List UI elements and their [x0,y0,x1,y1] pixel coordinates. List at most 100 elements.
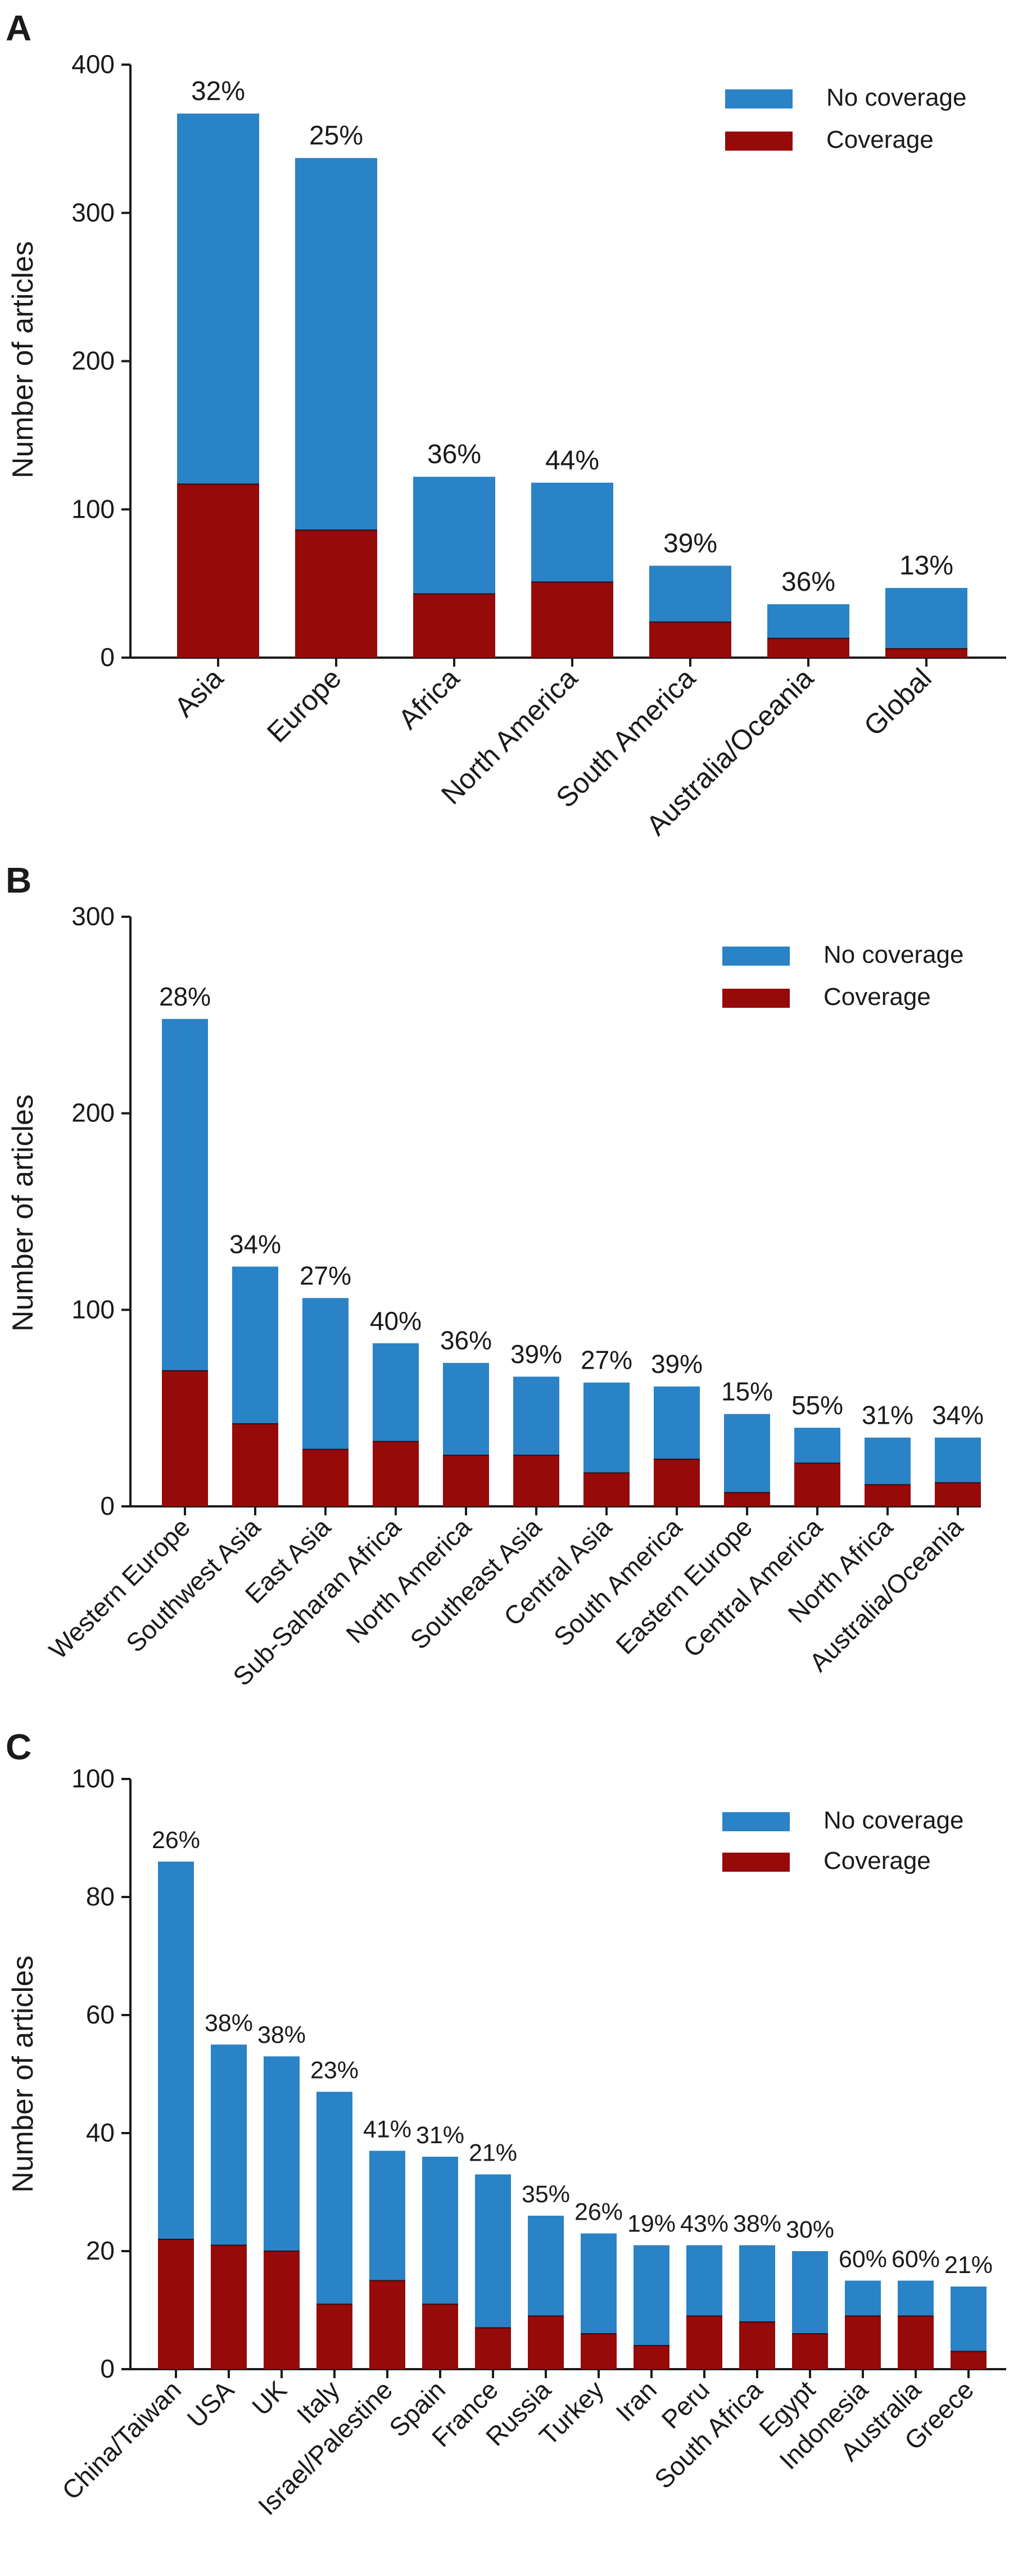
bar-no-coverage [649,565,731,622]
x-tick-label: Asia [168,662,229,723]
bar-percent-label: 27% [581,1346,632,1375]
bar-no-coverage [794,1428,840,1464]
y-axis-label: Number of articles [7,241,39,478]
bar-percent-label: 38% [205,2010,253,2037]
bar-coverage [935,1483,981,1506]
bar-percent-label: 60% [839,2246,887,2273]
bar-coverage [211,2245,247,2369]
bar-coverage [316,2304,352,2369]
y-tick-label: 20 [86,2236,115,2265]
bar-no-coverage [211,2044,247,2245]
bar-coverage [951,2351,987,2369]
bar-no-coverage [316,2091,352,2305]
legend-swatch-no-coverage [722,1812,790,1831]
bar-percent-label: 13% [899,551,953,581]
y-tick-label: 60 [86,2000,115,2029]
bar-no-coverage [295,158,377,531]
bar-percent-label: 15% [721,1377,773,1406]
bar-no-coverage [724,1414,770,1493]
bar-percent-label: 36% [427,440,481,469]
legend-swatch-coverage [722,989,790,1008]
bar-no-coverage [739,2245,775,2322]
y-tick-label: 400 [71,49,115,79]
y-tick-label: 40 [86,2118,115,2147]
y-tick-label: 100 [71,1294,115,1324]
bar-percent-label: 27% [300,1261,351,1290]
x-tick-label: Iran [610,2375,662,2427]
bar-coverage [531,582,613,658]
bar-no-coverage [845,2280,881,2316]
bar-percent-label: 30% [786,2216,834,2243]
bar-percent-label: 40% [370,1306,422,1335]
bar-no-coverage [654,1386,700,1460]
bar-no-coverage [264,2056,300,2251]
bar-no-coverage [443,1362,489,1456]
legend-label-coverage: Coverage [824,983,931,1011]
bar-no-coverage [475,2174,511,2328]
bar-percent-label: 36% [781,567,835,597]
bar-no-coverage [686,2245,722,2316]
bar-coverage [158,2239,194,2369]
bar-no-coverage [531,482,613,582]
bar-coverage [845,2316,881,2369]
y-tick-label: 200 [71,346,115,375]
legend-label-no-coverage: No coverage [826,84,966,111]
bar-coverage [528,2316,564,2369]
bar-no-coverage [232,1266,278,1424]
legend-swatch-no-coverage [725,89,793,108]
bar-no-coverage [528,2216,564,2316]
bar-coverage [422,2304,458,2369]
bar-percent-label: 34% [932,1401,984,1430]
y-tick-label: 300 [71,902,115,931]
bar-percent-label: 55% [791,1391,843,1420]
bar-coverage [475,2328,511,2369]
y-tick-label: 0 [100,1491,115,1520]
bar-coverage [634,2346,669,2369]
bar-coverage [767,638,849,658]
bar-percent-label: 26% [574,2199,623,2226]
y-tick-label: 80 [86,1882,115,1911]
bar-coverage [865,1484,911,1506]
x-tick-label: Africa [392,662,465,735]
bar-coverage [794,1463,840,1506]
panel-label: A [6,8,31,48]
bar-coverage [583,1473,630,1506]
bar-no-coverage [158,1862,194,2239]
bar-coverage [413,594,495,658]
bar-percent-label: 23% [310,2057,359,2084]
bar-coverage [369,2280,405,2369]
bar-percent-label: 44% [545,446,599,476]
bar-percent-label: 41% [363,2116,411,2143]
bar-coverage [898,2316,934,2369]
bar-coverage [443,1455,489,1506]
bar-coverage [686,2316,722,2369]
bar-percent-label: 43% [680,2211,729,2238]
bar-coverage [177,484,259,658]
bar-no-coverage [162,1018,208,1371]
bar-percent-label: 38% [733,2211,781,2238]
bar-no-coverage [767,604,849,639]
bar-percent-label: 39% [651,1350,703,1379]
bar-no-coverage [177,114,259,485]
bar-percent-label: 26% [152,1827,200,1854]
x-tick-label: China/Taiwan [56,2375,187,2505]
bar-percent-label: 28% [159,982,211,1011]
y-tick-label: 0 [100,2354,115,2383]
y-tick-label: 300 [71,198,115,227]
y-tick-label: 100 [71,494,115,523]
bar-percent-label: 21% [469,2140,517,2167]
bar-no-coverage [935,1437,981,1483]
bar-percent-label: 31% [416,2122,464,2149]
x-tick-label: USA [181,2375,239,2433]
bar-coverage [513,1455,559,1506]
y-tick-label: 100 [71,1764,115,1793]
bar-no-coverage [898,2280,934,2316]
bar-percent-label: 19% [627,2211,676,2238]
bar-percent-label: 21% [944,2252,993,2279]
x-tick-label: Europe [261,662,347,749]
bar-coverage [264,2251,300,2369]
legend-swatch-coverage [725,132,793,151]
bar-percent-label: 35% [522,2181,570,2208]
bar-coverage [724,1492,770,1506]
